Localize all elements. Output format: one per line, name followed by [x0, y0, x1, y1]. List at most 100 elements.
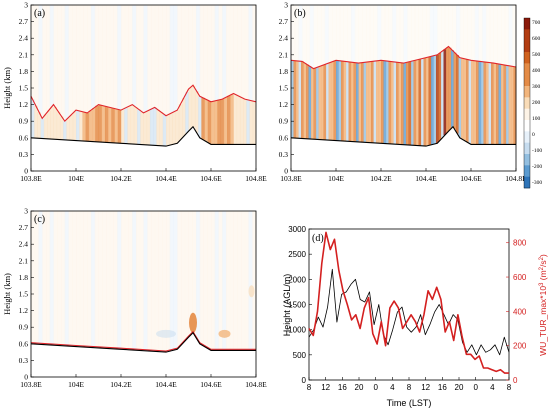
- field-strip: [363, 62, 367, 143]
- field-strip: [178, 104, 183, 140]
- field-strip: [117, 109, 122, 144]
- field-strip: [401, 62, 404, 145]
- d-x-tick-label: 8: [507, 383, 512, 392]
- field-strip: [40, 118, 45, 139]
- field-strip: [243, 99, 247, 145]
- field-strip: [338, 60, 342, 141]
- turbulence-series: [308, 231, 509, 374]
- field-strip-upper: [309, 5, 314, 68]
- field-strip-upper: [399, 5, 404, 63]
- field-strip: [476, 61, 479, 145]
- field-strip: [34, 105, 38, 139]
- field-strip-upper: [128, 5, 133, 106]
- field-strip: [383, 60, 387, 144]
- colorbar-segment: [524, 176, 530, 189]
- colorbar-segment: [524, 142, 530, 155]
- field-strip: [416, 59, 419, 146]
- colorbar-frame: [523, 17, 531, 189]
- field-strip-upper: [53, 211, 58, 345]
- colorbar-tick-label: -100: [532, 148, 542, 154]
- field-strip-upper: [252, 5, 257, 102]
- field-strip: [488, 62, 492, 145]
- field-strip: [441, 51, 444, 138]
- field-strip: [408, 61, 412, 146]
- y-tick-label: 0.3: [19, 150, 29, 159]
- field-strip-upper: [136, 211, 141, 350]
- field-strip-upper: [121, 211, 126, 349]
- field-strip-upper: [94, 211, 99, 347]
- field-strip-upper: [192, 5, 197, 88]
- field-strip: [301, 61, 304, 139]
- field-strip: [321, 65, 324, 140]
- y-tick-label: 0: [24, 167, 28, 176]
- field-strip-upper: [339, 5, 344, 62]
- field-strip-upper: [136, 5, 141, 109]
- field-strip-upper: [426, 5, 431, 58]
- field-strip-upper: [237, 211, 242, 350]
- field-strip: [331, 61, 334, 141]
- field-strip: [156, 109, 160, 146]
- field-strip: [130, 104, 135, 145]
- panel-b: 0 0.3 0.6 0.9 1.2 1.5 1.8 2.1 2.4 2.7 3 103.8E 104E 1…: [279, 1, 528, 184]
- y2label-part-2: (m: [538, 270, 548, 282]
- field-strip: [66, 118, 70, 141]
- y2label-sup-1: 3: [539, 282, 545, 286]
- field-strip: [185, 92, 189, 133]
- field-strip: [448, 47, 452, 130]
- field-strip-upper: [177, 5, 182, 107]
- field-strip: [252, 101, 257, 145]
- field-strip-upper: [147, 5, 152, 111]
- field-strip-upper: [429, 5, 434, 57]
- d-y-tick-label: 0: [302, 376, 307, 385]
- colorbar-segment: [524, 86, 530, 98]
- field-strip-upper: [396, 5, 401, 63]
- pbl-height-line: [30, 84, 257, 123]
- field-strip: [343, 61, 347, 142]
- field-strip: [503, 65, 507, 145]
- field-strip-upper: [306, 5, 311, 66]
- field-strip: [166, 114, 170, 146]
- panel-b-frame: [290, 4, 517, 172]
- x-tick-label: 104.4E: [155, 174, 177, 183]
- panel-a-frame: [30, 4, 257, 172]
- field-strip: [59, 116, 64, 140]
- field-strip: [371, 61, 374, 143]
- field-strip: [303, 63, 307, 139]
- field-strip-upper: [154, 211, 159, 351]
- field-strip-upper: [369, 5, 374, 62]
- x-tick-label: 104E: [68, 174, 84, 183]
- field-strip: [358, 62, 362, 143]
- field-strip: [491, 62, 494, 145]
- y-tick-label: 1.8: [19, 273, 29, 282]
- colorbar-segment: [524, 108, 530, 121]
- field-strip-upper: [46, 211, 51, 344]
- field-strip: [508, 65, 512, 145]
- y-tick-label: 0: [284, 167, 288, 176]
- field-strip: [496, 63, 499, 145]
- panel-d-xlabel: Time (LST): [387, 398, 432, 408]
- field-strip: [207, 101, 212, 144]
- field-strip: [511, 66, 514, 145]
- field-blob: [248, 285, 255, 298]
- field-strip-upper: [68, 211, 73, 346]
- field-strip-upper: [486, 5, 491, 63]
- field-strip: [306, 64, 309, 139]
- field-strip-upper: [482, 5, 487, 62]
- field-strip: [31, 99, 35, 138]
- field-strip-upper: [196, 5, 201, 94]
- field-strip-upper: [377, 5, 382, 61]
- field-strip-upper: [31, 5, 36, 100]
- field-strip-upper: [233, 211, 238, 350]
- field-strip-upper: [139, 211, 144, 350]
- panel-a-lines: [30, 84, 257, 147]
- field-strip: [233, 94, 238, 145]
- field-strip: [471, 60, 474, 145]
- field-strip: [140, 111, 144, 145]
- x-tick-label: 103.8E: [280, 174, 302, 183]
- field-strip-upper: [113, 5, 118, 109]
- colorbar-segment: [524, 52, 530, 64]
- colorbar-segment: [524, 40, 530, 53]
- field-strip-upper: [64, 211, 69, 345]
- x-tick-label: 104.2E: [110, 380, 132, 389]
